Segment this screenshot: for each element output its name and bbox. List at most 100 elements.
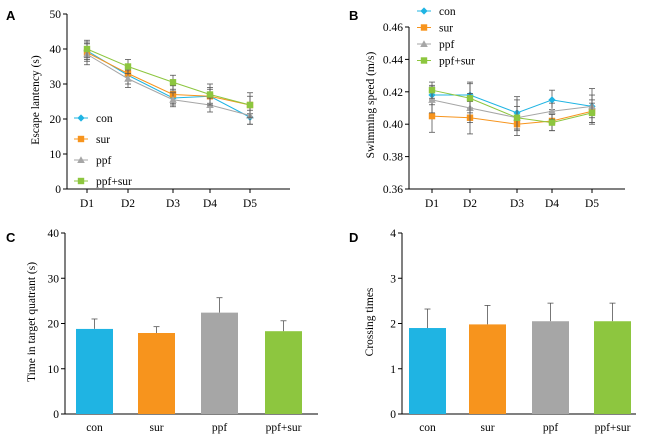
data-point [466, 95, 474, 102]
y-tick-label: 0.38 [383, 152, 403, 164]
y-tick-label: 20 [50, 114, 62, 126]
bar-con [76, 328, 113, 414]
data-point [548, 96, 556, 104]
x-tick-label: con [419, 422, 436, 434]
legend-marker [420, 40, 428, 47]
data-point [588, 109, 596, 117]
data-point [124, 74, 132, 82]
y-tick-label: 0 [53, 409, 59, 421]
bar-ppf-plus-sur [594, 321, 631, 414]
series-sur [83, 43, 254, 115]
y-tick-label: 0 [55, 184, 61, 196]
y-tick-label: 0.36 [383, 184, 403, 196]
y-tick-label: 0.40 [383, 119, 403, 131]
panel-letter-a: A [6, 8, 16, 23]
legend-label: con [439, 6, 456, 18]
legend: con sur ppf ppf+sur [74, 113, 132, 188]
legend-marker [420, 24, 428, 31]
panel-letter-d: D [349, 230, 358, 245]
y-tick-label: 10 [48, 364, 60, 376]
x-tick-label: D1 [80, 198, 94, 210]
data-point [548, 119, 556, 126]
y-tick-label: 40 [50, 44, 62, 56]
data-point [83, 45, 91, 53]
legend: con sur ppf ppf+sur [417, 6, 475, 68]
data-point [206, 91, 214, 98]
data-point [124, 63, 132, 70]
bar-sur [138, 333, 175, 414]
x-tick-label: D3 [166, 198, 180, 210]
x-tick-label: D1 [425, 198, 439, 210]
y-tick-label: 0 [390, 409, 396, 421]
x-tick-label: D4 [203, 198, 217, 210]
x-tick-label: D4 [545, 198, 559, 210]
data-point [169, 95, 177, 103]
legend-marker [77, 177, 85, 185]
x-tick-label: D2 [121, 198, 135, 210]
data-point [428, 86, 436, 94]
x-tick-label: D5 [243, 198, 257, 210]
y-tick-label: 2 [390, 319, 396, 331]
y-tick-label: 40 [48, 228, 60, 240]
data-point [428, 96, 436, 103]
y-tick-label: 30 [48, 273, 60, 285]
series-con [428, 81, 596, 130]
y-tick-label: 1 [390, 364, 396, 376]
series-line [86, 50, 251, 118]
y-tick-label: 10 [50, 149, 62, 161]
bar-ppf-plus-sur [265, 331, 302, 414]
y-tick-label: 0.42 [383, 87, 403, 99]
x-tick-label: D3 [510, 198, 524, 210]
panel-d: D Crossing times 0 1 2 3 4 con sur ppf ppf+sur [349, 228, 636, 434]
legend-label: sur [439, 23, 453, 35]
legend-marker [77, 156, 85, 163]
data-point [428, 112, 436, 120]
data-point [169, 79, 177, 86]
legend-label: ppf [439, 39, 455, 51]
y-tick-label: 30 [50, 79, 62, 91]
x-tick-label: ppf [543, 422, 559, 434]
y-tick-label: 20 [48, 319, 60, 331]
panel-a: A Escape lantency (s) 0 10 20 30 40 50 D1 D2 D3 D… [6, 8, 290, 210]
y-tick-label: 3 [390, 273, 396, 285]
y-tick-label: 0.46 [383, 22, 403, 34]
legend-marker [77, 114, 85, 122]
y-tick-label: 50 [50, 9, 62, 21]
series-line [86, 53, 251, 116]
x-tick-label: con [86, 422, 103, 434]
legend-marker [77, 135, 85, 143]
panel-c: C Time in target quatrant (s) 0 10 20 30 40 c… [6, 228, 318, 434]
x-tick-label: D5 [585, 198, 599, 210]
series-line [86, 48, 251, 106]
bar-con [409, 328, 446, 414]
legend-label: ppf+sur [439, 56, 475, 68]
x-tick-label: ppf [212, 422, 228, 434]
series-ppf [428, 86, 596, 130]
legend-label: con [96, 113, 113, 125]
x-tick-label: ppf+sur [595, 422, 631, 434]
y-axis-title-d: Crossing times [364, 287, 376, 356]
bar-ppf [201, 312, 238, 414]
series-ppf-plus-sur [428, 81, 596, 136]
data-point [513, 114, 521, 121]
x-tick-label: D2 [463, 198, 477, 210]
series-line [431, 89, 593, 124]
data-point [246, 101, 254, 109]
panel-letter-c: C [6, 230, 16, 245]
x-tick-label: ppf+sur [266, 422, 302, 434]
panel-b: B Swimming speed (m/s) 0.36 0.38 0.40 0.42 0… [349, 6, 625, 210]
legend-label: sur [96, 134, 110, 146]
y-axis-title-b: Swimming speed (m/s) [365, 51, 377, 158]
series-ppf-plus-sur [83, 39, 254, 118]
legend-label: ppf+sur [96, 176, 132, 188]
x-tick-label: sur [480, 422, 494, 434]
legend-marker [420, 57, 428, 64]
bar-sur [469, 324, 506, 414]
series-line [432, 94, 593, 114]
bar-ppf [532, 321, 569, 414]
series-line [431, 110, 593, 125]
series-con [83, 41, 254, 125]
y-axis-title-a: Escape lantency (s) [30, 55, 42, 145]
legend-label: ppf [96, 155, 112, 167]
